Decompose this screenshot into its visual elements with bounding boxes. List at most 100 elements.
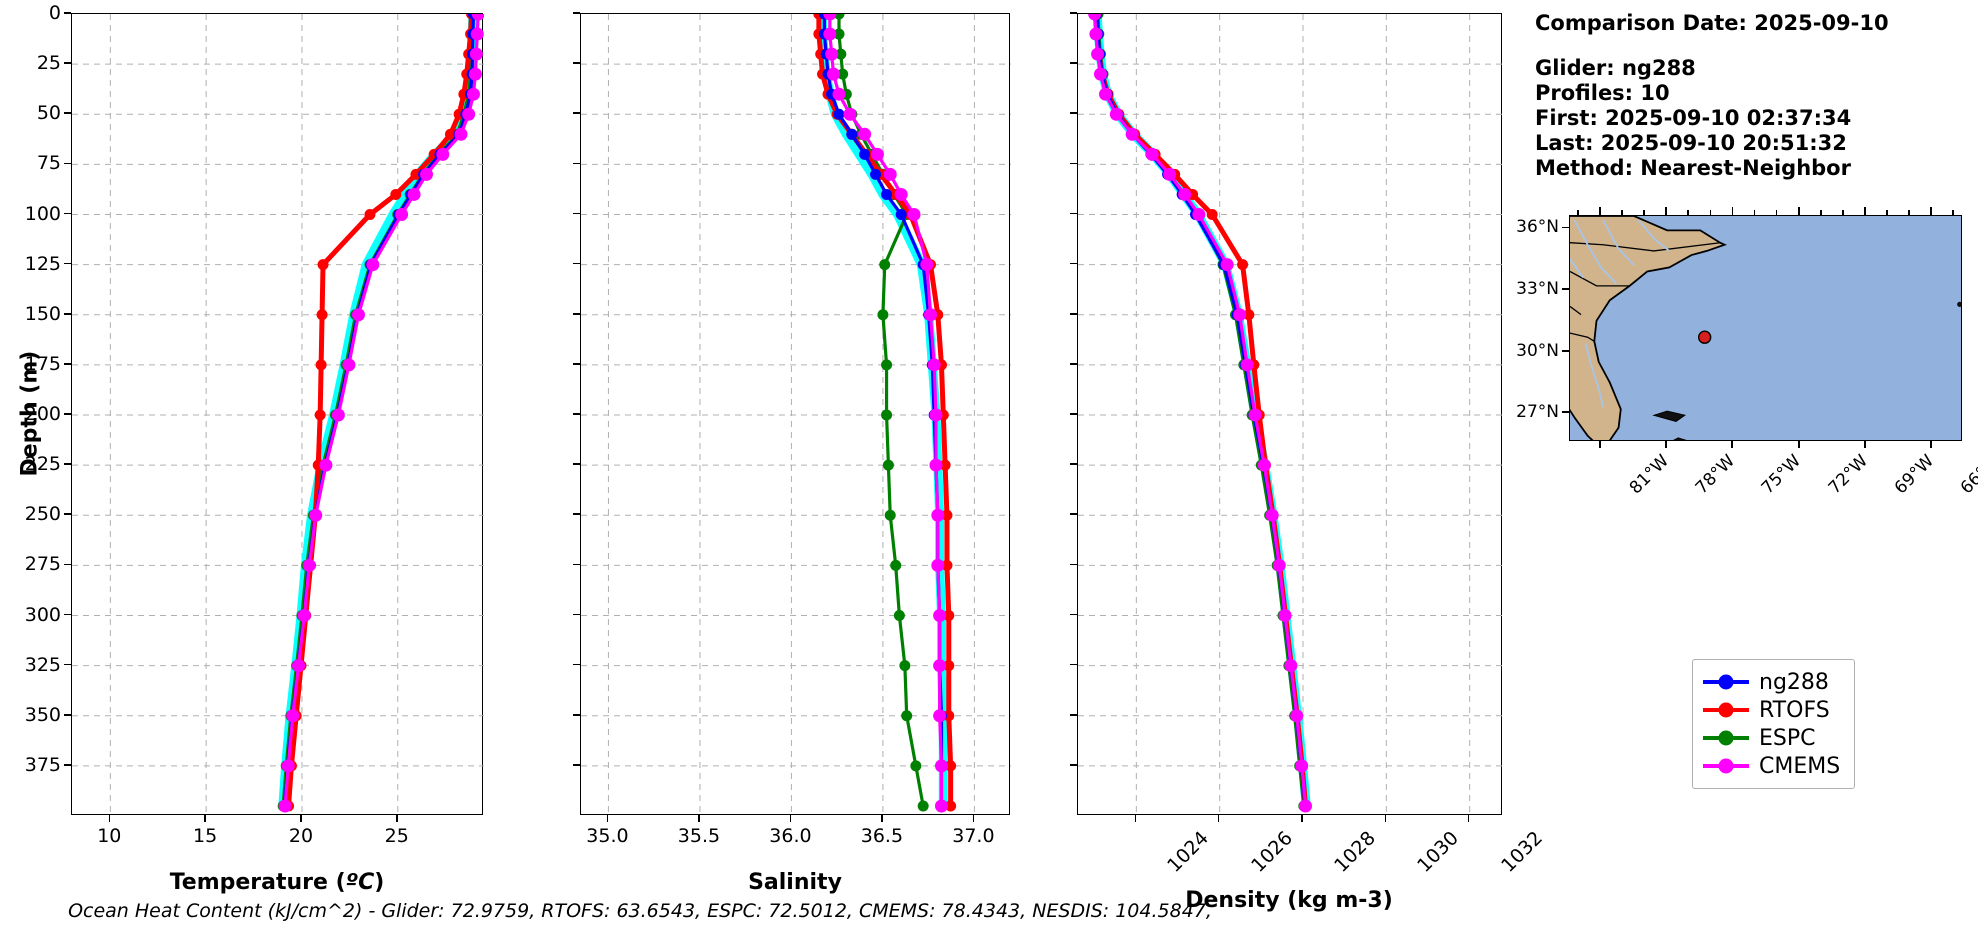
depth-tick-label: 300 <box>24 603 61 626</box>
x-tick-mark <box>204 815 206 822</box>
y-tick-mark <box>573 463 580 465</box>
y-tick-mark <box>64 413 71 415</box>
x-tick-mark <box>606 815 609 822</box>
map-lon-tick <box>1863 441 1866 448</box>
legend-line-swatch <box>1703 674 1749 690</box>
series-rtofs <box>1090 14 1311 812</box>
y-tick-mark <box>64 463 71 465</box>
y-tick-mark <box>573 663 580 666</box>
y-tick-mark <box>573 613 580 616</box>
map-lon-top-tick <box>1709 210 1712 215</box>
legend-marker-dot <box>1718 702 1734 718</box>
map-lon-label: 69°W <box>1890 451 1938 499</box>
x-tick-label: 10 <box>97 825 122 847</box>
y-tick-mark <box>1070 413 1077 415</box>
x-tick-label: 1024 <box>1163 827 1214 877</box>
legend-label: RTOFS <box>1759 697 1830 723</box>
y-tick-mark <box>573 764 580 766</box>
map-lon-label: 66°W <box>1956 451 1978 499</box>
legend-label: CMEMS <box>1759 753 1841 779</box>
legend-item-ng288[interactable]: ng288 <box>1703 668 1840 696</box>
x-tick-label: 15 <box>193 825 218 847</box>
map-canvas <box>1570 216 1961 440</box>
map-lat-tick <box>1562 288 1569 290</box>
x-tick-label: 25 <box>384 825 409 847</box>
x-tick-label: 20 <box>288 825 314 847</box>
depth-tick-label: 125 <box>24 252 61 275</box>
map-lon-top-tick <box>1599 207 1601 215</box>
depth-tick-label: 50 <box>36 102 61 125</box>
depth-tick-label: 350 <box>24 703 61 726</box>
y-tick-mark <box>1070 162 1077 165</box>
series-cmems <box>823 14 948 813</box>
legend-item-cmems[interactable]: CMEMS <box>1703 752 1840 780</box>
legend-line-swatch <box>1703 758 1749 774</box>
y-tick-mark <box>573 713 580 716</box>
y-tick-mark <box>1070 62 1077 64</box>
y-tick-mark <box>64 764 71 766</box>
map-lon-top-tick <box>1577 210 1579 215</box>
legend-item-rtofs[interactable]: RTOFS <box>1703 696 1840 724</box>
glider-position-marker <box>1697 330 1712 344</box>
depth-tick-label: 325 <box>24 653 61 676</box>
map-lon-top-tick <box>1886 210 1888 215</box>
depth-tick-label: 100 <box>24 202 61 225</box>
map-lat-label: 27°N <box>1516 402 1559 423</box>
y-tick-mark <box>1070 663 1077 666</box>
x-tick-label: 35.0 <box>586 825 629 847</box>
y-tick-mark <box>573 513 580 516</box>
x-tick-mark <box>1384 815 1387 822</box>
first-profile-time-text: First: 2025-09-10 02:37:34 <box>1535 106 1852 130</box>
legend-marker-dot <box>1718 674 1734 690</box>
y-tick-mark <box>64 513 71 516</box>
map-lon-label: 72°W <box>1824 451 1872 499</box>
map-lon-top-tick <box>1952 210 1955 215</box>
y-tick-mark <box>64 212 71 215</box>
legend-item-espc[interactable]: ESPC <box>1703 724 1840 752</box>
y-tick-mark <box>64 62 71 64</box>
x-tick-mark <box>300 815 302 822</box>
y-tick-mark <box>64 12 71 14</box>
legend-marker-dot <box>1718 758 1734 774</box>
glider-info-text: Glider: ng288 <box>1535 56 1696 80</box>
temperature-axis-title: Temperature (ºC) <box>169 870 385 895</box>
series-glider-spread <box>278 14 478 811</box>
y-tick-mark <box>1070 12 1077 14</box>
x-tick-mark <box>698 815 700 822</box>
map-lon-label: 75°W <box>1758 451 1806 499</box>
y-tick-mark <box>64 363 71 365</box>
depth-tick-label: 200 <box>24 403 61 425</box>
y-tick-mark <box>573 563 580 566</box>
depth-tick-label: 375 <box>24 753 61 776</box>
x-tick-label: 35.5 <box>677 825 721 847</box>
x-tick-mark <box>881 815 883 822</box>
series-rtofs <box>283 14 478 812</box>
y-tick-mark <box>1070 363 1077 365</box>
y-tick-mark <box>64 262 71 265</box>
y-tick-mark <box>573 212 580 215</box>
x-tick-label: 36.0 <box>769 825 812 847</box>
depth-tick-label: 25 <box>36 52 61 75</box>
map-lat-label: 36°N <box>1516 217 1559 238</box>
map-lat-label: 33°N <box>1516 278 1559 299</box>
map-lon-tick <box>1665 441 1668 448</box>
plot-canvas <box>581 14 1011 816</box>
y-tick-mark <box>573 262 580 265</box>
y-tick-mark <box>64 112 71 115</box>
map-lon-tick <box>1599 441 1601 448</box>
map-lon-top-tick <box>1819 210 1822 215</box>
salinity-plot-panel <box>580 13 1011 816</box>
map-lon-top-tick <box>1775 210 1778 215</box>
y-tick-mark <box>1070 463 1077 465</box>
ocean-heat-content-caption: Ocean Heat Content (kJ/cm^2) - Glider: 7… <box>68 900 1212 922</box>
x-tick-mark <box>1301 815 1303 822</box>
x-tick-mark <box>789 815 792 822</box>
legend-marker-dot <box>1718 730 1734 746</box>
x-tick-label: 36.5 <box>860 825 904 847</box>
map-lat-tick <box>1562 411 1569 414</box>
y-tick-mark <box>64 713 71 716</box>
x-tick-label: 1030 <box>1413 827 1464 877</box>
method-text: Method: Nearest-Neighbor <box>1535 156 1851 180</box>
y-tick-mark <box>64 162 71 165</box>
density-axis-title: Density (kg m-3) <box>1185 888 1393 913</box>
